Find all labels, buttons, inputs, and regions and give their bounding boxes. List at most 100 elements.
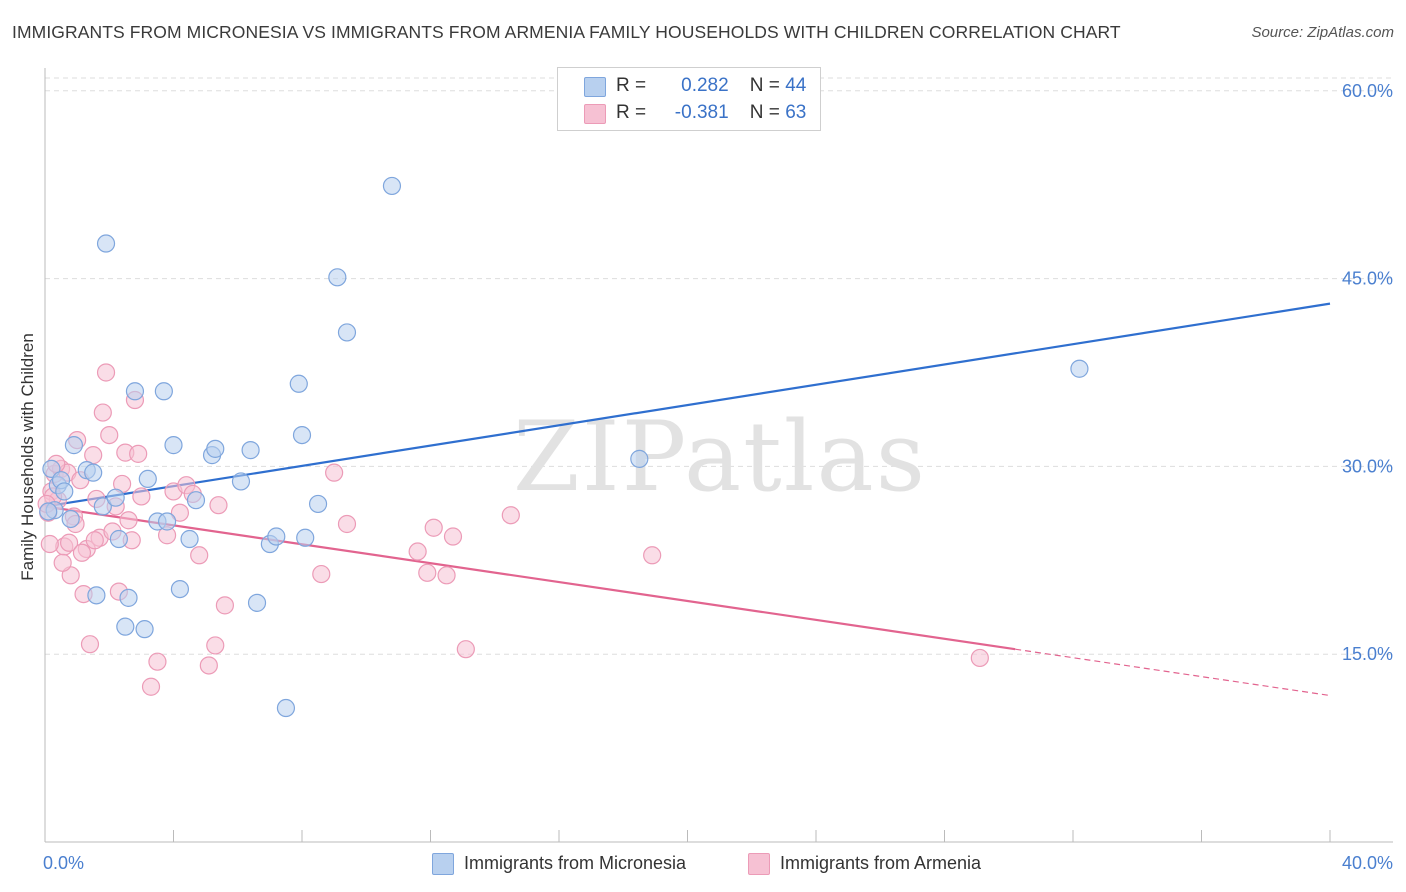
data-point-armenia	[501, 506, 520, 525]
data-point-micronesia	[328, 268, 347, 287]
data-point-armenia	[970, 648, 989, 668]
data-point-armenia	[72, 543, 92, 562]
data-point-armenia	[59, 533, 79, 552]
data-point-micronesia	[116, 617, 135, 636]
legend-n-label: N =	[749, 102, 780, 123]
data-point-armenia	[337, 514, 357, 534]
data-point-armenia	[119, 511, 138, 530]
data-point-micronesia	[231, 472, 251, 491]
data-point-armenia	[408, 542, 427, 561]
data-point-armenia	[418, 563, 437, 582]
data-point-armenia	[456, 640, 475, 659]
data-point-micronesia	[135, 620, 154, 639]
data-point-armenia	[312, 564, 331, 584]
data-point-armenia	[170, 503, 190, 522]
legend-r-label: R =	[616, 102, 647, 123]
y-tick-label: 30.0%	[1342, 456, 1393, 476]
data-point-micronesia	[289, 374, 308, 393]
legend-swatch-armenia	[584, 104, 606, 124]
data-point-armenia	[437, 566, 456, 585]
data-point-micronesia	[119, 588, 138, 607]
data-point-armenia	[85, 531, 104, 550]
data-point-armenia	[96, 363, 116, 382]
series-legend: Immigrants from Micronesia Immigrants fr…	[0, 852, 1406, 878]
data-point-armenia	[80, 635, 100, 654]
data-point-micronesia	[247, 593, 267, 612]
data-point-armenia	[141, 677, 161, 696]
legend-n-value: 63	[785, 102, 807, 123]
data-point-micronesia	[206, 439, 225, 458]
data-point-micronesia	[109, 529, 128, 549]
data-point-micronesia	[186, 491, 206, 510]
data-point-armenia	[100, 425, 119, 445]
data-point-micronesia	[64, 436, 84, 455]
x-tick-label: 40.0%	[1342, 853, 1393, 873]
x-tick-label: 0.0%	[43, 853, 84, 873]
data-point-micronesia	[84, 463, 103, 482]
data-point-armenia	[190, 546, 209, 565]
data-point-micronesia	[337, 323, 357, 342]
data-point-armenia	[129, 444, 148, 463]
legend-label-armenia: Immigrants from Armenia	[780, 853, 982, 873]
data-point-armenia	[643, 546, 662, 565]
data-point-micronesia	[382, 176, 402, 196]
source-label: Source: ZipAtlas.com	[1251, 24, 1394, 41]
data-point-micronesia	[106, 488, 125, 507]
data-point-micronesia	[241, 441, 260, 460]
data-point-micronesia	[39, 502, 58, 521]
data-point-micronesia	[93, 497, 112, 516]
data-point-armenia	[424, 518, 443, 537]
trend-lines	[44, 302, 1331, 697]
data-point-micronesia	[296, 528, 315, 547]
data-point-armenia	[199, 656, 218, 675]
legend-n-label: N =	[749, 75, 780, 96]
legend-swatch-micronesia	[432, 853, 454, 875]
data-point-micronesia	[87, 586, 106, 605]
axes	[44, 68, 1393, 843]
legend-swatch-armenia	[748, 853, 770, 875]
legend-r-value: 0.282	[681, 75, 729, 96]
data-point-micronesia	[154, 382, 173, 401]
data-point-micronesia	[180, 529, 199, 549]
data-point-micronesia	[308, 494, 328, 514]
data-point-micronesia	[96, 234, 116, 253]
data-point-micronesia	[1070, 359, 1089, 378]
grid-lines	[45, 77, 1393, 655]
data-point-micronesia	[157, 512, 177, 531]
data-point-micronesia	[125, 382, 145, 401]
data-point-micronesia	[55, 482, 74, 501]
trend-line-extension-armenia	[1015, 648, 1331, 697]
tick-labels: 15.0% 30.0% 45.0% 60.0% 0.0% 40.0%	[43, 81, 1393, 873]
data-point-armenia	[325, 463, 344, 482]
trend-line-micronesia	[44, 302, 1331, 508]
data-point-armenia	[53, 553, 72, 572]
chart-title: IMMIGRANTS FROM MICRONESIA VS IMMIGRANTS…	[12, 22, 1121, 42]
y-tick-label: 15.0%	[1342, 644, 1393, 664]
data-point-armenia	[148, 652, 167, 671]
data-point-micronesia	[276, 698, 296, 718]
legend-r-label: R =	[616, 75, 647, 96]
watermark: ZIPatlas	[513, 401, 927, 513]
legend-n-value: 44	[785, 75, 807, 96]
data-point-armenia	[93, 403, 112, 422]
data-point-micronesia	[61, 509, 80, 529]
data-point-micronesia	[170, 579, 190, 599]
data-point-armenia	[132, 487, 151, 506]
y-tick-label: 60.0%	[1342, 81, 1393, 101]
data-point-armenia	[209, 496, 228, 515]
data-point-micronesia	[164, 436, 183, 455]
data-point-armenia	[40, 534, 59, 554]
data-point-micronesia	[267, 527, 286, 546]
data-point-armenia	[206, 636, 225, 655]
correlation-legend: R = 0.282 N = 44 R = -0.381 N = 63	[557, 67, 821, 131]
data-point-micronesia	[138, 469, 157, 489]
data-points	[37, 176, 1089, 718]
legend-swatch-micronesia	[584, 77, 606, 97]
y-tick-label: 45.0%	[1342, 269, 1393, 289]
data-point-armenia	[215, 596, 234, 615]
data-point-armenia	[443, 527, 463, 546]
data-point-micronesia	[292, 425, 312, 445]
data-point-micronesia	[630, 449, 649, 468]
trend-line-armenia	[44, 505, 1016, 651]
